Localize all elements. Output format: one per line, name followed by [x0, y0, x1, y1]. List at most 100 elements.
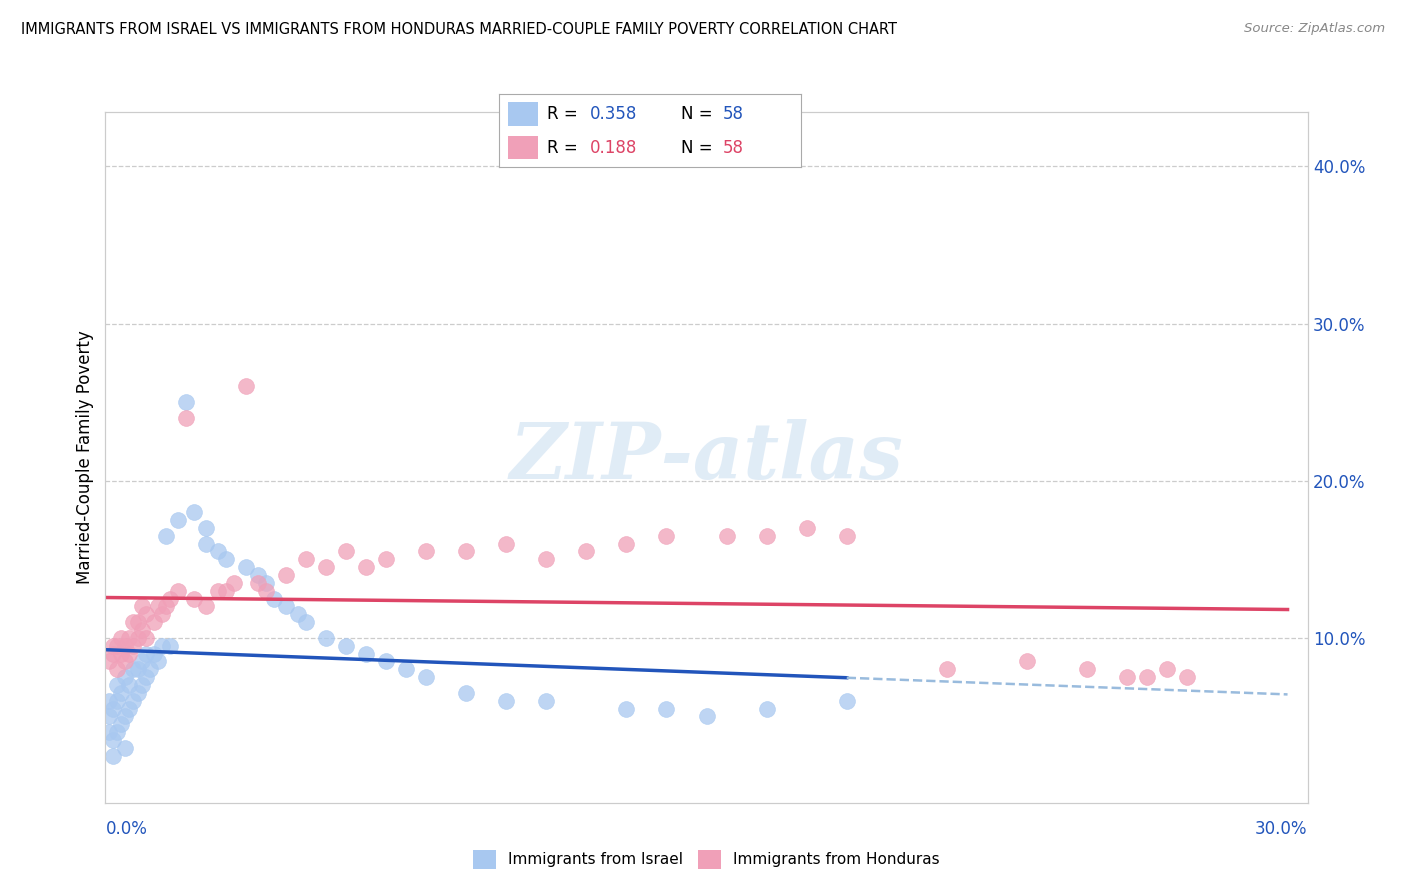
Point — [287, 607, 309, 622]
Point — [110, 686, 132, 700]
Point — [150, 639, 173, 653]
Point — [716, 529, 738, 543]
Point — [131, 654, 153, 668]
Point — [118, 678, 141, 692]
Point — [835, 529, 858, 543]
Point — [98, 709, 121, 723]
Point — [1156, 662, 1178, 676]
Point — [755, 529, 778, 543]
Point — [274, 599, 297, 614]
Point — [114, 740, 136, 755]
Point — [655, 529, 678, 543]
Point — [122, 694, 145, 708]
Point — [131, 623, 153, 637]
Point — [166, 513, 188, 527]
Point — [103, 748, 125, 763]
Point — [107, 694, 129, 708]
Point — [207, 583, 229, 598]
Text: ZIP­atlas: ZIP­atlas — [509, 419, 904, 495]
Point — [110, 647, 132, 661]
Point — [142, 615, 165, 629]
Point — [1136, 670, 1159, 684]
Bar — [508, 103, 538, 126]
Point — [183, 505, 205, 519]
Point — [166, 583, 188, 598]
Point — [159, 591, 181, 606]
Point — [395, 662, 418, 676]
Point — [1177, 670, 1199, 684]
Point — [835, 694, 858, 708]
Point — [214, 552, 236, 566]
Text: R =: R = — [547, 139, 578, 157]
Point — [122, 639, 145, 653]
Point — [150, 607, 173, 622]
Point — [335, 639, 357, 653]
Point — [103, 639, 125, 653]
Point — [335, 544, 357, 558]
Bar — [508, 136, 538, 160]
Point — [103, 733, 125, 747]
Text: 58: 58 — [723, 139, 744, 157]
Point — [495, 536, 517, 550]
Point — [655, 701, 678, 715]
Point — [1116, 670, 1139, 684]
Point — [138, 662, 160, 676]
Point — [127, 686, 149, 700]
Y-axis label: Married-Couple Family Poverty: Married-Couple Family Poverty — [76, 330, 94, 584]
Point — [315, 631, 337, 645]
Text: Source: ZipAtlas.com: Source: ZipAtlas.com — [1244, 22, 1385, 36]
Point — [274, 568, 297, 582]
Point — [696, 709, 718, 723]
Point — [131, 678, 153, 692]
Point — [246, 568, 269, 582]
Legend: Immigrants from Israel, Immigrants from Honduras: Immigrants from Israel, Immigrants from … — [467, 844, 946, 875]
Point — [796, 521, 818, 535]
Point — [616, 536, 638, 550]
Point — [146, 599, 169, 614]
Point — [354, 647, 377, 661]
Point — [135, 670, 157, 684]
Point — [146, 654, 169, 668]
Point — [616, 701, 638, 715]
Point — [214, 583, 236, 598]
Point — [131, 599, 153, 614]
Text: N =: N = — [681, 139, 711, 157]
Point — [114, 654, 136, 668]
Point — [98, 654, 121, 668]
Point — [254, 583, 277, 598]
Point — [127, 615, 149, 629]
Point — [110, 717, 132, 731]
Point — [135, 647, 157, 661]
Point — [263, 591, 285, 606]
Point — [936, 662, 959, 676]
Point — [1076, 662, 1098, 676]
Point — [374, 552, 398, 566]
Point — [107, 662, 129, 676]
Point — [103, 701, 125, 715]
Point — [174, 395, 197, 409]
Point — [295, 552, 318, 566]
Point — [295, 615, 318, 629]
Text: R =: R = — [547, 105, 578, 123]
Point — [415, 670, 437, 684]
Point — [174, 410, 197, 425]
Point — [454, 686, 477, 700]
Point — [1017, 654, 1039, 668]
Point — [315, 560, 337, 574]
Point — [155, 599, 177, 614]
Point — [122, 615, 145, 629]
Point — [135, 607, 157, 622]
Text: 0.0%: 0.0% — [105, 820, 148, 838]
Point — [114, 709, 136, 723]
Point — [534, 694, 557, 708]
Point — [118, 647, 141, 661]
Point — [235, 560, 257, 574]
Point — [103, 647, 125, 661]
Point — [575, 544, 598, 558]
Text: 58: 58 — [723, 105, 744, 123]
Point — [122, 662, 145, 676]
Text: IMMIGRANTS FROM ISRAEL VS IMMIGRANTS FROM HONDURAS MARRIED-COUPLE FAMILY POVERTY: IMMIGRANTS FROM ISRAEL VS IMMIGRANTS FRO… — [21, 22, 897, 37]
Point — [127, 662, 149, 676]
Point — [222, 575, 245, 590]
Point — [127, 631, 149, 645]
